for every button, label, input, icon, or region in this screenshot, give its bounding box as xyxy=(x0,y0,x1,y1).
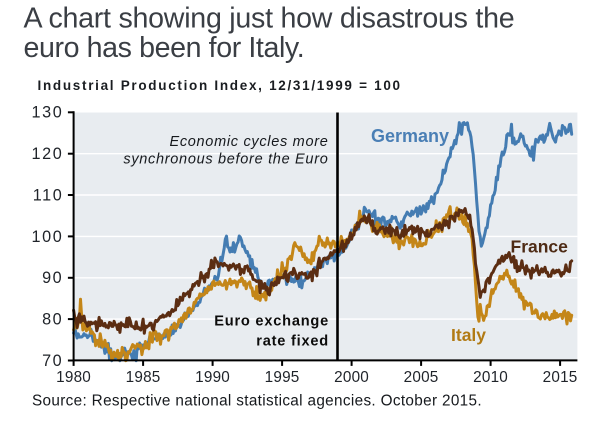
svg-text:70: 70 xyxy=(42,352,63,370)
svg-text:France: France xyxy=(511,236,569,256)
svg-text:1980: 1980 xyxy=(56,369,91,386)
svg-text:synchronous before the Euro: synchronous before the Euro xyxy=(123,151,328,167)
svg-text:Source: Respective national st: Source: Respective national statistical … xyxy=(32,393,482,410)
svg-text:Economic cycles more: Economic cycles more xyxy=(169,134,328,150)
svg-text:130: 130 xyxy=(31,104,63,122)
svg-text:A chart showing just how disas: A chart showing just how disastrous the xyxy=(24,2,515,34)
svg-text:2015: 2015 xyxy=(543,369,578,386)
svg-text:rate fixed: rate fixed xyxy=(256,334,329,350)
svg-text:Euro exchange: Euro exchange xyxy=(214,313,329,329)
svg-text:1990: 1990 xyxy=(195,369,230,386)
svg-text:2000: 2000 xyxy=(334,369,369,386)
svg-text:2010: 2010 xyxy=(473,369,508,386)
svg-text:Italy: Italy xyxy=(451,325,486,345)
svg-text:100: 100 xyxy=(31,228,63,246)
svg-text:80: 80 xyxy=(42,311,63,329)
svg-text:Germany: Germany xyxy=(371,126,449,146)
svg-text:Industrial Production Index, 1: Industrial Production Index, 12/31/1999 … xyxy=(38,78,402,93)
svg-text:euro has been for Italy.: euro has been for Italy. xyxy=(24,32,305,64)
svg-text:120: 120 xyxy=(31,145,63,163)
svg-text:110: 110 xyxy=(33,186,64,204)
svg-text:2005: 2005 xyxy=(404,369,439,386)
svg-text:90: 90 xyxy=(42,269,63,287)
svg-text:1985: 1985 xyxy=(126,369,161,386)
svg-text:1995: 1995 xyxy=(265,369,300,386)
